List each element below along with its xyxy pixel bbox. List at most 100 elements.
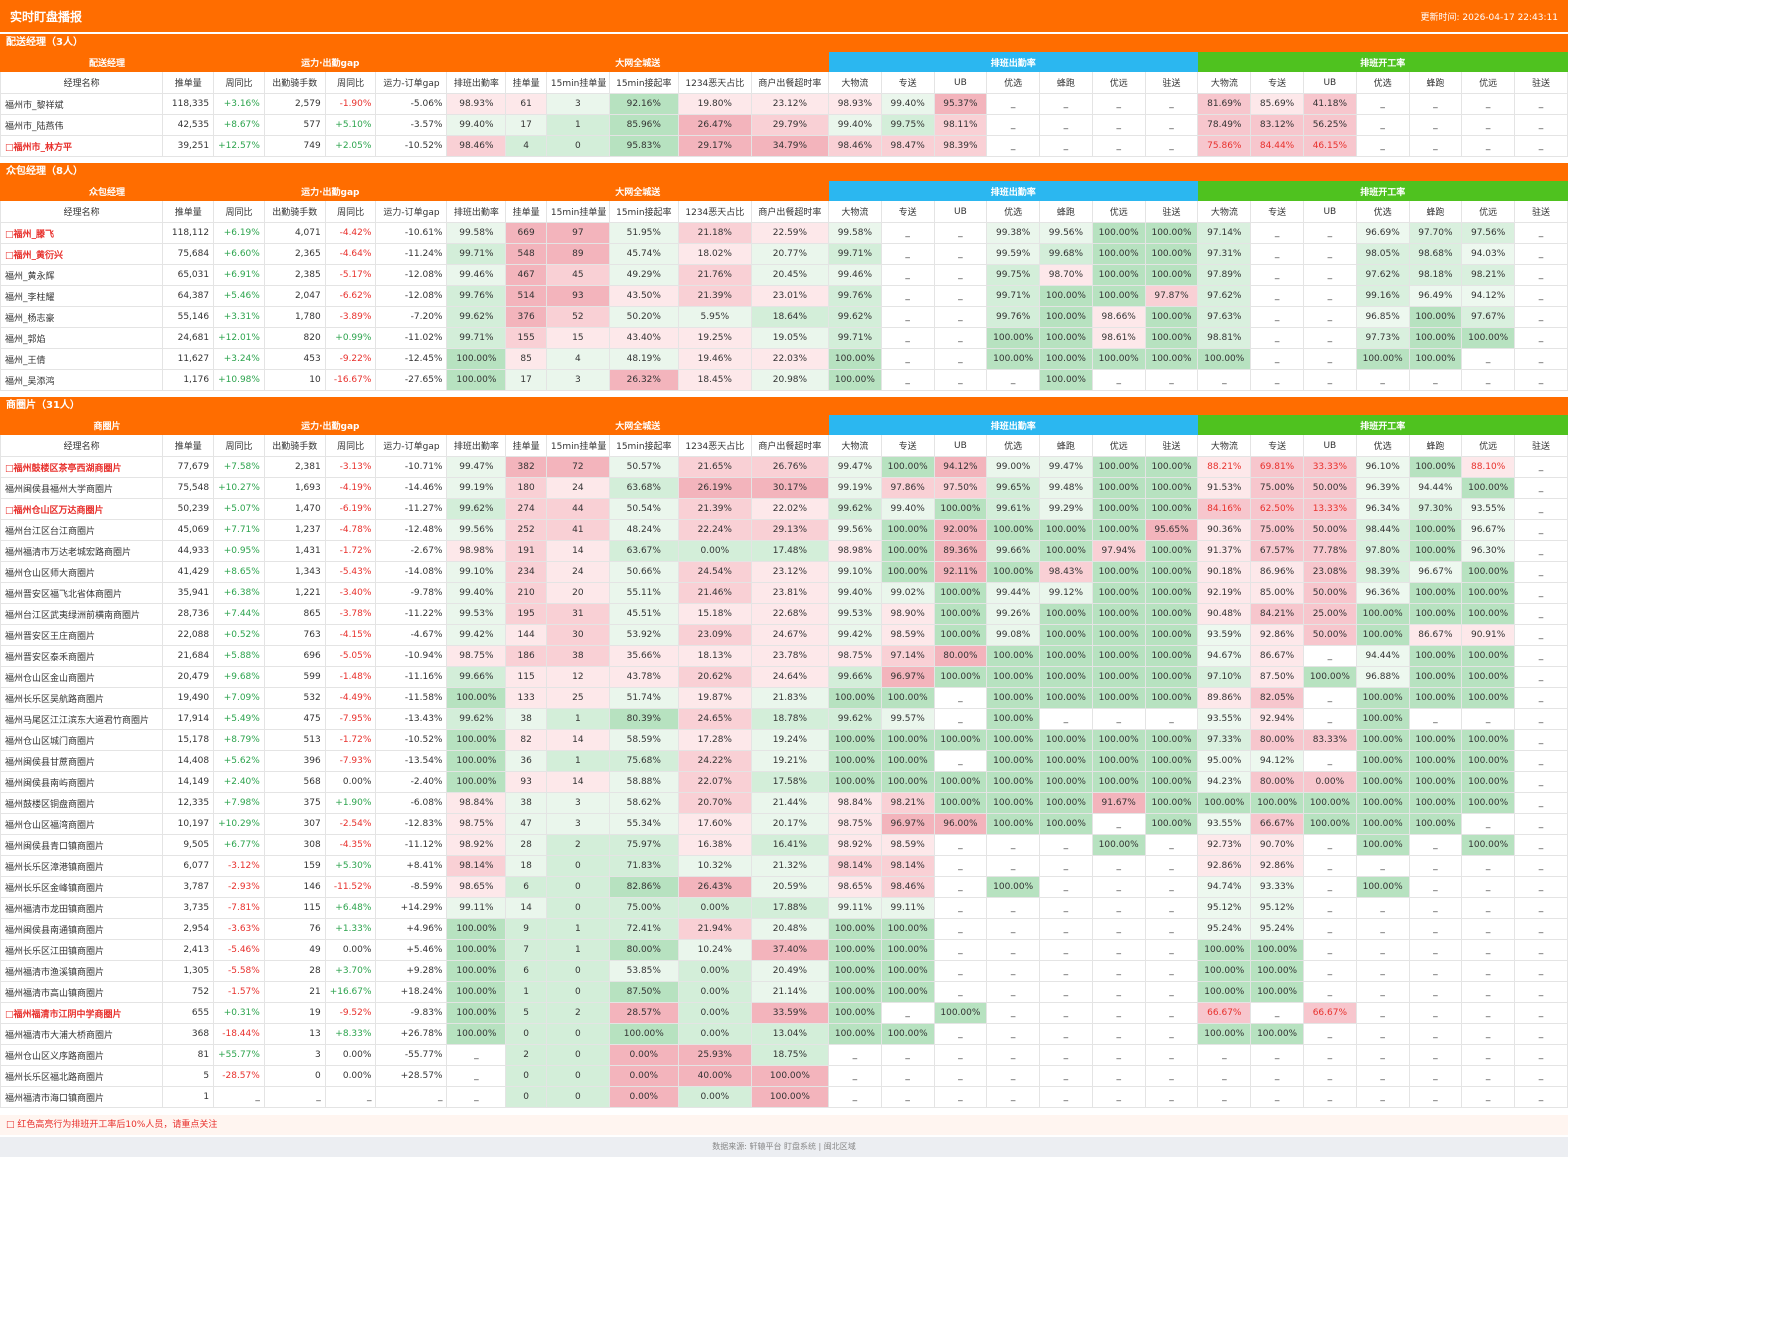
manager-name[interactable]: 福州闽侯县青口镇商圈片 (0, 834, 164, 856)
table-row[interactable]: □福州仓山区万达商圈片 50,239 +5.07% 1,470 -6.19% -11.27… (0, 498, 1568, 520)
column-header[interactable]: 经理名称 (0, 71, 164, 94)
column-header[interactable]: 运力-订单gap (375, 200, 448, 223)
table-row[interactable]: 福州_黄永辉 65,031 +6.91% 2,385 -5.17% -12.08% 99.4… (0, 264, 1568, 286)
column-header[interactable]: 大物流 (1197, 71, 1252, 94)
table-row[interactable]: 福州闽侯县福州大学商圈片 75,548 +10.27% 1,693 -4.19% -14.… (0, 477, 1568, 499)
column-header[interactable]: 驻送 (1144, 71, 1199, 94)
manager-name[interactable]: □福州_黄衍兴 (0, 243, 164, 265)
table-row[interactable]: □福州_黄衍兴 75,684 +6.60% 2,365 -4.64% -11.24% 99.… (0, 243, 1568, 265)
table-row[interactable]: 福州_杨志豪 55,146 +3.31% 1,780 -3.89% -7.20% 99.62… (0, 306, 1568, 328)
manager-name[interactable]: 福州福清市万达老城宏路商圈片 (0, 540, 164, 562)
column-header[interactable]: 周同比 (324, 434, 377, 457)
table-row[interactable]: 福州福清市大浦大桥商圈片 368 -18.44% 13 +8.33% +26.78% 100… (0, 1023, 1568, 1045)
column-header[interactable]: 优远 (1091, 71, 1146, 94)
column-header[interactable]: 蜂跑 (1408, 71, 1463, 94)
manager-name[interactable]: 福州_吴添鸿 (0, 369, 164, 391)
table-row[interactable]: 福州长乐区福北路商圈片 5 -28.57% 0 0.00% +28.57% _ 0 0 0.00%… (0, 1065, 1568, 1087)
column-header[interactable]: 蜂跑 (1039, 71, 1093, 94)
column-header[interactable]: 15min挂单量 (545, 434, 610, 457)
manager-name[interactable]: 福州台江区武夷绿洲前横南商圈片 (0, 603, 164, 625)
manager-name[interactable]: 福州长乐区金峰镇商圈片 (0, 876, 164, 898)
manager-name[interactable]: 福州仓山区金山商圈片 (0, 666, 164, 688)
manager-name[interactable]: 福州马尾区江江滨东大道君竹商圈片 (0, 708, 164, 730)
column-header[interactable]: 优远 (1091, 434, 1146, 457)
column-header[interactable]: 优选 (986, 71, 1041, 94)
table-row[interactable]: 福州闽侯县甘蔗商圈片 14,408 +5.62% 396 -7.93% -13.54% 10… (0, 750, 1568, 772)
column-header[interactable]: 15min接起率 (608, 200, 679, 223)
column-header[interactable]: 周同比 (213, 434, 265, 457)
manager-name[interactable]: 福州_杨志豪 (0, 306, 164, 328)
manager-name[interactable]: 福州仓山区城门商圈片 (0, 729, 164, 751)
table-row[interactable]: 福州仓山区义序路商圈片 81 +55.77% 3 0.00% -55.77% _ 2 0 0.00… (0, 1044, 1568, 1066)
column-header[interactable]: 蜂跑 (1039, 434, 1093, 457)
column-header[interactable]: 周同比 (324, 71, 377, 94)
table-row[interactable]: 福州福清市万达老城宏路商圈片 44,933 +0.95% 1,431 -1.72% -2.… (0, 540, 1568, 562)
column-header[interactable]: 挂单量 (505, 434, 547, 457)
column-header[interactable]: 挂单量 (505, 71, 547, 94)
manager-name[interactable]: 福州福清市高山镇商圈片 (0, 981, 164, 1003)
table-row[interactable]: 福州福清市高山镇商圈片 752 -1.57% 21 +16.67% +18.24% 100.… (0, 981, 1568, 1003)
table-row[interactable]: 福州福清市海口镇商圈片 1 _ _ _ _ _ 0 0 0.00% 0.00% 100.00% _ _ _ _… (0, 1086, 1568, 1108)
manager-name[interactable]: 福州晋安区王庄商圈片 (0, 624, 164, 646)
column-header[interactable]: 优远 (1461, 200, 1516, 223)
column-header[interactable]: 15min挂单量 (545, 71, 610, 94)
column-header[interactable]: 1234恶天占比 (677, 71, 752, 94)
column-header[interactable]: 蜂跑 (1408, 434, 1463, 457)
table-row[interactable]: 福州长乐区漳港镇商圈片 6,077 -3.12% 159 +5.30% +8.41% 98.… (0, 855, 1568, 877)
column-header[interactable]: 优选 (986, 200, 1041, 223)
column-header[interactable]: 出勤骑手数 (263, 200, 326, 223)
column-header[interactable]: UB (933, 434, 988, 457)
column-header[interactable]: UB (1302, 71, 1357, 94)
column-header[interactable]: 经理名称 (0, 200, 164, 223)
manager-name[interactable]: 福州福清市渔溪镇商圈片 (0, 960, 164, 982)
column-header[interactable]: 商户出餐超时率 (750, 434, 829, 457)
manager-name[interactable]: □福州福清市江阴中学商圈片 (0, 1002, 164, 1024)
manager-name[interactable]: 福州_黄永辉 (0, 264, 164, 286)
table-row[interactable]: 福州闽侯县南屿商圈片 14,149 +2.40% 568 0.00% -2.40% 100.… (0, 771, 1568, 793)
manager-name[interactable]: 福州闽侯县甘蔗商圈片 (0, 750, 164, 772)
column-header[interactable]: 专送 (1250, 434, 1304, 457)
table-row[interactable]: 福州仓山区金山商圈片 20,479 +9.68% 599 -1.48% -11.16% 99… (0, 666, 1568, 688)
column-header[interactable]: 排班出勤率 (446, 200, 507, 223)
manager-name[interactable]: 福州仓山区师大商圈片 (0, 561, 164, 583)
column-header[interactable]: 优远 (1461, 71, 1516, 94)
manager-name[interactable]: □福州鼓楼区茶亭西湖商圈片 (0, 456, 164, 478)
column-header[interactable]: 推单量 (162, 434, 215, 457)
manager-name[interactable]: 福州福清市海口镇商圈片 (0, 1086, 164, 1108)
column-header[interactable]: 驻送 (1514, 71, 1568, 94)
table-row[interactable]: 福州仓山区城门商圈片 15,178 +8.79% 513 -1.72% -10.52% 10… (0, 729, 1568, 751)
manager-name[interactable]: 福州鼓楼区铜盘商圈片 (0, 792, 164, 814)
column-header[interactable]: 出勤骑手数 (263, 434, 326, 457)
table-row[interactable]: 福州仓山区师大商圈片 41,429 +8.65% 1,343 -5.43% -14.08%… (0, 561, 1568, 583)
column-header[interactable]: UB (933, 200, 988, 223)
manager-name[interactable]: 福州_郭焰 (0, 327, 164, 349)
table-row[interactable]: 福州晋安区王庄商圈片 22,088 +0.52% 763 -4.15% -4.67% 99.… (0, 624, 1568, 646)
table-row[interactable]: 福州_郭焰 24,681 +12.01% 820 +0.99% -11.02% 99.71%… (0, 327, 1568, 349)
table-row[interactable]: □福州福清市江阴中学商圈片 655 +0.31% 19 -9.52% -9.83% 100.… (0, 1002, 1568, 1024)
column-header[interactable]: 大物流 (1197, 434, 1252, 457)
table-row[interactable]: 福州市_陆燕伟 42,535 +8.67% 577 +5.10% -3.57% 99.40%… (0, 114, 1568, 136)
manager-name[interactable]: 福州闽侯县南通镇商圈片 (0, 918, 164, 940)
column-header[interactable]: 15min接起率 (608, 434, 679, 457)
manager-name[interactable]: 福州福清市龙田镇商圈片 (0, 897, 164, 919)
column-header[interactable]: 大物流 (1197, 200, 1252, 223)
table-row[interactable]: 福州长乐区江田镇商圈片 2,413 -5.46% 49 0.00% +5.46% 100.0… (0, 939, 1568, 961)
manager-name[interactable]: 福州长乐区吴航路商圈片 (0, 687, 164, 709)
table-row[interactable]: □福州市_林方平 39,251 +12.57% 749 +2.05% -10.52% 98.… (0, 135, 1568, 157)
column-header[interactable]: 蜂跑 (1039, 200, 1093, 223)
column-header[interactable]: 运力-订单gap (375, 434, 448, 457)
table-row[interactable]: □福州_滕飞 118,112 +6.19% 4,071 -4.42% -10.61% 99.… (0, 222, 1568, 244)
table-row[interactable]: 福州台江区武夷绿洲前横南商圈片 28,736 +7.44% 865 -3.78% -11.… (0, 603, 1568, 625)
column-header[interactable]: 商户出餐超时率 (750, 71, 829, 94)
column-header[interactable]: 驻送 (1514, 200, 1568, 223)
column-header[interactable]: 经理名称 (0, 434, 164, 457)
column-header[interactable]: 周同比 (324, 200, 377, 223)
table-row[interactable]: 福州晋安区泰禾商圈片 21,684 +5.88% 696 -5.05% -10.94% 98… (0, 645, 1568, 667)
column-header[interactable]: 出勤骑手数 (263, 71, 326, 94)
column-header[interactable]: 专送 (880, 200, 935, 223)
manager-name[interactable]: 福州闽侯县南屿商圈片 (0, 771, 164, 793)
table-row[interactable]: □福州鼓楼区茶亭西湖商圈片 77,679 +7.58% 2,381 -3.13% -10.… (0, 456, 1568, 478)
column-header[interactable]: 大物流 (827, 200, 882, 223)
column-header[interactable]: 周同比 (213, 71, 265, 94)
table-row[interactable]: 福州闽侯县南通镇商圈片 2,954 -3.63% 76 +1.33% +4.96% 100.… (0, 918, 1568, 940)
